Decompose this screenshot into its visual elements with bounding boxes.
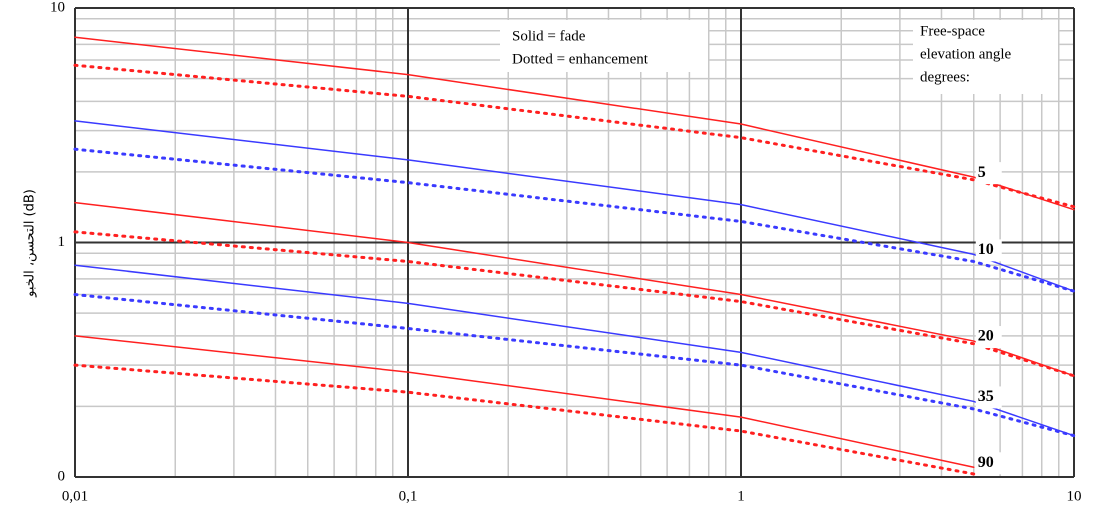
curve-label-bg: [975, 386, 1002, 409]
enhancement-line: [73, 147, 1076, 293]
curve-label: 10: [978, 241, 994, 258]
angle-note: degrees:: [920, 69, 970, 85]
x-tick-label: 10: [1067, 488, 1082, 504]
fade-line: [74, 264, 1075, 437]
fade-line: [74, 36, 1075, 211]
enhancement-line: [73, 293, 1076, 438]
curve-label-bg: [975, 326, 1002, 349]
x-tick-label: 0,1: [399, 488, 418, 504]
curve-label: 20: [978, 328, 994, 345]
fade-line: [74, 335, 975, 469]
curve-label: 35: [978, 388, 994, 405]
y-axis-label: التحسن، الخبو (dB): [23, 189, 38, 298]
curve-label-bg: [975, 239, 1002, 262]
legend-box: [500, 20, 708, 72]
fade-line: [74, 120, 1075, 292]
y-tick-label: 0: [58, 468, 66, 484]
fade-line: [74, 201, 1075, 377]
curve-label: 5: [978, 164, 986, 181]
x-tick-label: 1: [737, 488, 745, 504]
curve-label-bg: [975, 452, 1002, 475]
curve-label-bg: [975, 162, 1002, 185]
note-box: [913, 20, 1058, 94]
enhancement-line: [73, 230, 1076, 378]
enhancement-line: [73, 363, 976, 476]
angle-note: elevation angle: [920, 46, 1012, 62]
angle-note: Free-space: [920, 23, 985, 39]
curve-label: 90: [978, 454, 994, 471]
legend-text: Solid = fade: [512, 28, 586, 44]
legend-text: Dotted = enhancement: [512, 51, 649, 67]
y-tick-label: 1: [58, 234, 66, 250]
y-tick-label: 10: [50, 0, 65, 15]
x-tick-label: 0,01: [62, 488, 88, 504]
enhancement-line: [73, 63, 1076, 209]
